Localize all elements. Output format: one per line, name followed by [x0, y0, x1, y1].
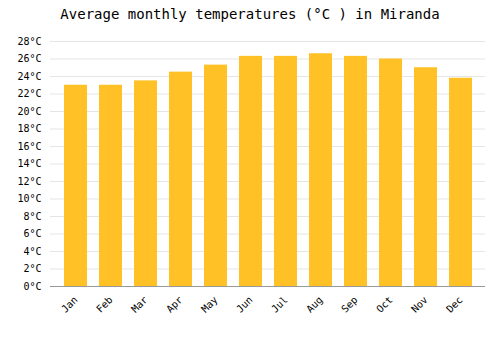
svg-text:16°C: 16°C: [17, 141, 41, 152]
svg-text:Nov: Nov: [409, 294, 430, 315]
html-text:Average monthly temperatures (: Average monthly temperatures (°C ) in Mi…: [60, 6, 440, 22]
svg-text:4°C: 4°C: [23, 246, 41, 257]
svg-text:28°C: 28°C: [17, 36, 41, 47]
svg-text:Mar: Mar: [129, 294, 150, 315]
svg-text:May: May: [199, 294, 220, 315]
svg-text:8°C: 8°C: [23, 211, 41, 222]
svg-text:22°C: 22°C: [17, 88, 41, 99]
svg-text:6°C: 6°C: [23, 228, 41, 239]
svg-text:12°C: 12°C: [17, 176, 41, 187]
svg-text:Jan: Jan: [59, 294, 80, 315]
svg-text:24°C: 24°C: [17, 71, 41, 82]
svg-text:20°C: 20°C: [17, 106, 41, 117]
svg-text:Jul: Jul: [269, 294, 290, 315]
svg-text:14°C: 14°C: [17, 158, 41, 169]
svg-text:2°C: 2°C: [23, 263, 41, 274]
svg-text:0°C: 0°C: [23, 281, 41, 292]
svg-text:Aug: Aug: [304, 294, 325, 315]
svg-text:Dec: Dec: [444, 294, 465, 315]
svg-text:18°C: 18°C: [17, 123, 41, 134]
svg-text:Sep: Sep: [339, 294, 360, 315]
svg-text:10°C: 10°C: [17, 193, 41, 204]
svg-text:Jun: Jun: [234, 294, 255, 315]
svg-text:26°C: 26°C: [17, 53, 41, 64]
svg-text:Oct: Oct: [374, 294, 395, 315]
svg-text:Feb: Feb: [94, 294, 115, 315]
svg-text:Apr: Apr: [164, 294, 185, 315]
